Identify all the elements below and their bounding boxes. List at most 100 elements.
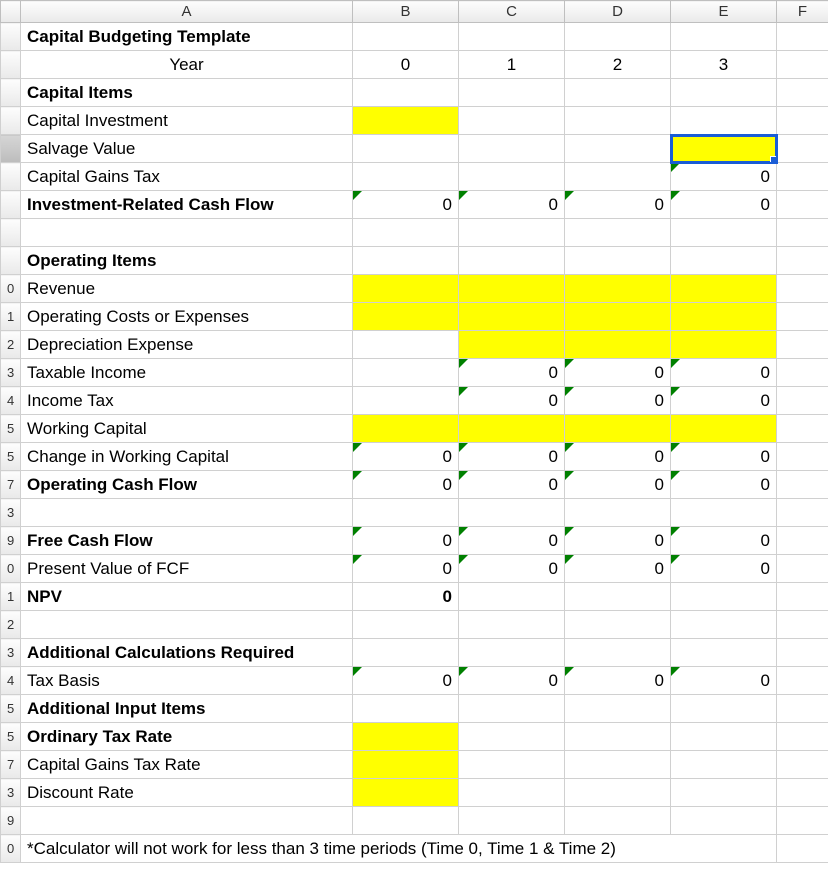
cell-C[interactable] xyxy=(459,611,565,639)
cell-E[interactable] xyxy=(671,639,777,667)
cell-E[interactable] xyxy=(671,331,777,359)
cell-C[interactable] xyxy=(459,499,565,527)
cell-D[interactable] xyxy=(565,807,671,835)
cell-F[interactable] xyxy=(777,387,828,415)
row-header[interactable] xyxy=(1,191,21,219)
cell-F[interactable] xyxy=(777,835,828,863)
cell-D[interactable] xyxy=(565,415,671,443)
cell-E[interactable] xyxy=(671,107,777,135)
cell-B[interactable] xyxy=(353,163,459,191)
cell-E[interactable]: 0 xyxy=(671,191,777,219)
cell-B[interactable]: 0 xyxy=(353,555,459,583)
cell-F[interactable] xyxy=(777,583,828,611)
cell-C[interactable] xyxy=(459,807,565,835)
cell-F[interactable] xyxy=(777,807,828,835)
cell-D[interactable] xyxy=(565,107,671,135)
cell-A[interactable]: Additional Calculations Required xyxy=(21,639,353,667)
cell-C[interactable] xyxy=(459,23,565,51)
cell-A[interactable]: Ordinary Tax Rate xyxy=(21,723,353,751)
cell-D[interactable]: 0 xyxy=(565,667,671,695)
cell-D[interactable] xyxy=(565,303,671,331)
column-headers-row[interactable]: A B C D E F xyxy=(1,1,828,23)
cell-D[interactable]: 0 xyxy=(565,359,671,387)
cell-C[interactable] xyxy=(459,723,565,751)
col-header-B[interactable]: B xyxy=(353,1,459,23)
cell-D[interactable] xyxy=(565,583,671,611)
cell-C[interactable] xyxy=(459,415,565,443)
cell-A[interactable]: Working Capital xyxy=(21,415,353,443)
cell-E[interactable] xyxy=(671,303,777,331)
cell-B[interactable] xyxy=(353,807,459,835)
cell-D[interactable] xyxy=(565,247,671,275)
cell-C[interactable]: 0 xyxy=(459,387,565,415)
grid-row[interactable]: Salvage Value xyxy=(1,135,828,163)
grid-row[interactable]: 4Tax Basis0000 xyxy=(1,667,828,695)
cell-B[interactable]: 0 xyxy=(353,667,459,695)
cell-F[interactable] xyxy=(777,639,828,667)
cell-C[interactable]: 1 xyxy=(459,51,565,79)
col-header-C[interactable]: C xyxy=(459,1,565,23)
cell-E[interactable]: 0 xyxy=(671,667,777,695)
cell-D[interactable] xyxy=(565,275,671,303)
cell-B[interactable] xyxy=(353,79,459,107)
cell-F[interactable] xyxy=(777,751,828,779)
cell-A[interactable]: Tax Basis xyxy=(21,667,353,695)
cell-E[interactable] xyxy=(671,807,777,835)
cell-E[interactable] xyxy=(671,275,777,303)
cell-A[interactable]: Salvage Value xyxy=(21,135,353,163)
row-header[interactable]: 0 xyxy=(1,835,21,863)
cell-C[interactable] xyxy=(459,163,565,191)
cell-F[interactable] xyxy=(777,219,828,247)
cell-F[interactable] xyxy=(777,527,828,555)
cell-A[interactable]: Revenue xyxy=(21,275,353,303)
cell-A[interactable]: Capital Items xyxy=(21,79,353,107)
cell-E[interactable] xyxy=(671,219,777,247)
grid-row[interactable]: 7Capital Gains Tax Rate xyxy=(1,751,828,779)
col-header-F[interactable]: F xyxy=(777,1,828,23)
cell-E[interactable] xyxy=(671,695,777,723)
cell-B[interactable]: 0 xyxy=(353,583,459,611)
cell-F[interactable] xyxy=(777,695,828,723)
grid-row[interactable]: 1NPV0 xyxy=(1,583,828,611)
cell-F[interactable] xyxy=(777,163,828,191)
cell-A[interactable]: Year xyxy=(21,51,353,79)
grid-row[interactable]: 9 xyxy=(1,807,828,835)
row-header[interactable]: 5 xyxy=(1,415,21,443)
grid-row[interactable]: 7Operating Cash Flow0000 xyxy=(1,471,828,499)
cell-C[interactable] xyxy=(459,219,565,247)
grid-row[interactable]: Operating Items xyxy=(1,247,828,275)
cell-F[interactable] xyxy=(777,723,828,751)
cell-A[interactable]: Discount Rate xyxy=(21,779,353,807)
cell-D[interactable]: 0 xyxy=(565,527,671,555)
grid-row[interactable]: Capital Items xyxy=(1,79,828,107)
cell-C[interactable]: 0 xyxy=(459,443,565,471)
cell-C[interactable] xyxy=(459,695,565,723)
row-header[interactable]: 5 xyxy=(1,723,21,751)
grid-row[interactable]: 5Working Capital xyxy=(1,415,828,443)
col-header-D[interactable]: D xyxy=(565,1,671,23)
cell-B[interactable] xyxy=(353,415,459,443)
cell-E[interactable] xyxy=(671,779,777,807)
cell-E[interactable]: 0 xyxy=(671,359,777,387)
cell-B[interactable] xyxy=(353,387,459,415)
cell-F[interactable] xyxy=(777,667,828,695)
cell-A[interactable]: Investment-Related Cash Flow xyxy=(21,191,353,219)
cell-A[interactable]: Capital Gains Tax xyxy=(21,163,353,191)
cell-D[interactable] xyxy=(565,163,671,191)
cell-B[interactable] xyxy=(353,611,459,639)
grid-row[interactable]: 3Discount Rate xyxy=(1,779,828,807)
cell-B[interactable] xyxy=(353,499,459,527)
grid-row[interactable] xyxy=(1,219,828,247)
cell-C[interactable]: 0 xyxy=(459,667,565,695)
row-header[interactable]: 9 xyxy=(1,527,21,555)
cell-E[interactable]: 0 xyxy=(671,555,777,583)
cell-B[interactable] xyxy=(353,135,459,163)
cell-F[interactable] xyxy=(777,51,828,79)
cell-E[interactable] xyxy=(671,583,777,611)
cell-B[interactable] xyxy=(353,23,459,51)
cell-E[interactable] xyxy=(671,499,777,527)
row-header[interactable]: 2 xyxy=(1,611,21,639)
cell-D[interactable] xyxy=(565,723,671,751)
cell-B[interactable]: 0 xyxy=(353,527,459,555)
cell-F[interactable] xyxy=(777,499,828,527)
